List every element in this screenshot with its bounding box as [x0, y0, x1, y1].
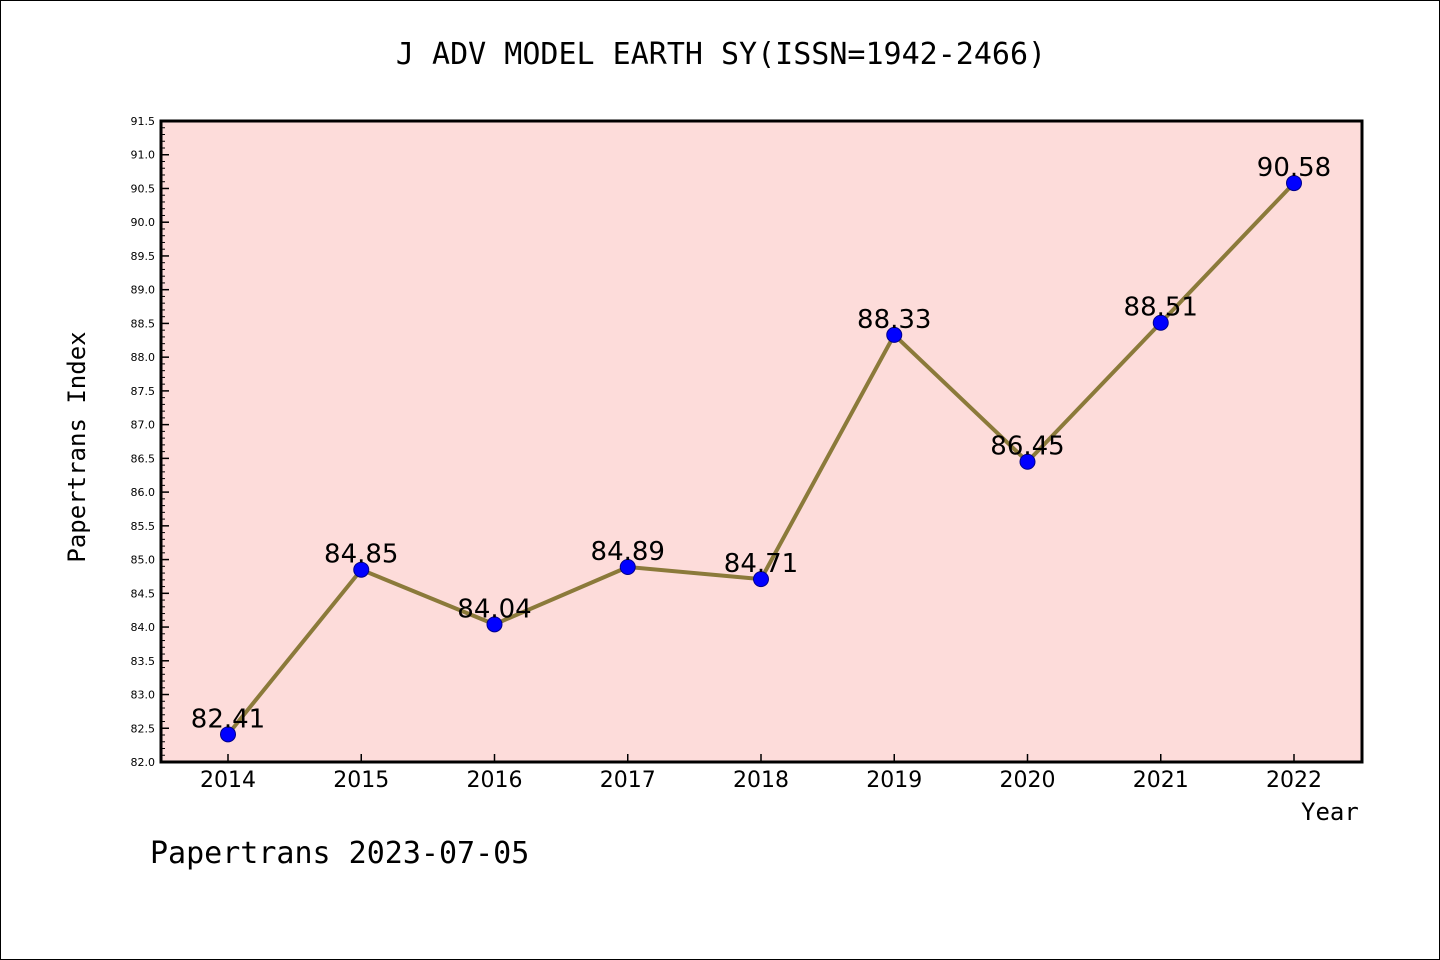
data-labels: 82.41 84.85 84.04 84.89 84.71 88.33 86.45 88.51… — [191, 153, 1331, 734]
plot-border — [159, 119, 1364, 764]
y-tick-label: 91.5 — [131, 115, 156, 128]
x-axis-label: Year — [1301, 798, 1359, 826]
data-label: 86.45 — [990, 432, 1064, 462]
y-tick-label: 83.0 — [131, 689, 156, 702]
y-tick-label: 87.0 — [131, 419, 156, 432]
y-tick-label: 91.0 — [131, 149, 156, 162]
data-label: 82.41 — [191, 704, 265, 734]
y-tick-label: 90.5 — [131, 182, 156, 195]
data-point — [886, 326, 903, 343]
x-tick-label: 2015 — [333, 768, 389, 793]
footer-stamp: Papertrans 2023-07-05 — [150, 836, 530, 871]
data-point — [1286, 175, 1302, 192]
y-tick-label: 82.0 — [131, 756, 156, 769]
data-label: 84.85 — [324, 540, 398, 570]
y-tick-label: 85.0 — [131, 554, 156, 567]
y-tick-label: 85.5 — [131, 520, 156, 533]
y-tick-label: 87.5 — [131, 385, 156, 398]
y-tick-label: 86.0 — [131, 486, 156, 499]
data-point — [486, 616, 503, 633]
data-label: 88.51 — [1124, 293, 1198, 323]
data-point — [753, 571, 769, 588]
y-axis-label: Papertrans Index — [63, 331, 91, 563]
data-label: 84.04 — [457, 594, 531, 624]
y-tick-label: 89.0 — [131, 284, 156, 297]
x-tick-label: 2019 — [866, 768, 922, 793]
chart-title: J ADV MODEL EARTH SY(ISSN=1942-2466) — [395, 37, 1047, 72]
x-axis-ticks: 2014 2015 2016 2017 2018 2019 2020 2021 2022 — [200, 754, 1322, 793]
x-tick-label: 2014 — [200, 768, 256, 793]
x-tick-label: 2020 — [1000, 768, 1056, 793]
y-tick-label: 90.0 — [131, 216, 156, 229]
data-label: 84.71 — [724, 549, 798, 579]
plot-area — [161, 121, 1362, 762]
data-point — [1019, 453, 1036, 470]
y-tick-label: 88.0 — [131, 351, 156, 364]
data-label: 90.58 — [1257, 153, 1331, 183]
y-tick-label: 82.5 — [131, 722, 156, 735]
x-tick-label: 2018 — [733, 768, 789, 793]
x-tick-label: 2017 — [600, 768, 656, 793]
y-tick-label: 86.5 — [131, 452, 156, 465]
data-point — [619, 559, 636, 576]
x-tick-label: 2016 — [467, 768, 523, 793]
data-point — [353, 561, 370, 578]
y-tick-label: 84.5 — [131, 587, 156, 600]
data-point — [220, 726, 236, 743]
y-tick-label: 89.5 — [131, 250, 156, 263]
y-tick-label: 88.5 — [131, 317, 156, 330]
series-markers — [220, 175, 1302, 743]
data-label: 84.89 — [591, 537, 665, 567]
x-tick-label: 2022 — [1266, 768, 1322, 793]
data-label: 88.33 — [857, 305, 931, 335]
x-tick-label: 2021 — [1133, 768, 1189, 793]
y-tick-label: 84.0 — [131, 621, 156, 634]
data-point — [1152, 314, 1169, 331]
y-tick-label: 83.5 — [131, 655, 156, 668]
